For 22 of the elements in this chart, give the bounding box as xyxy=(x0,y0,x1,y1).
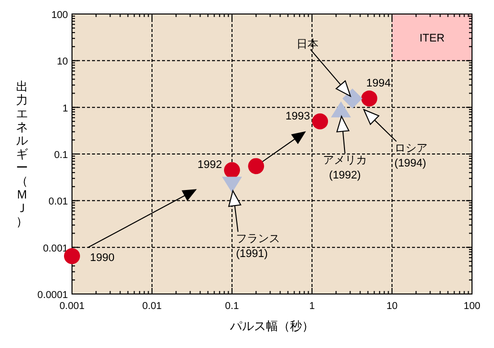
y-tick-label: 1 xyxy=(62,103,68,114)
x-tick-label: 0.1 xyxy=(225,301,240,312)
x-tick-label: 10 xyxy=(386,301,398,312)
annotation: 1990 xyxy=(90,252,114,264)
x-axis-title: パルス幅（秒） xyxy=(229,319,314,333)
annotation: フランス (1991) xyxy=(236,232,280,260)
annotation: アメリカ (1992) xyxy=(322,154,367,182)
x-tick-label: 1 xyxy=(309,301,316,312)
y-tick-label: 100 xyxy=(51,10,68,21)
x-tick-label: 0.01 xyxy=(142,301,162,312)
annotation: ITER xyxy=(419,32,445,44)
y-tick-label: 0.01 xyxy=(48,196,68,208)
y-tick-label: 0.001 xyxy=(42,243,68,254)
annotation: 1993 xyxy=(286,110,310,122)
y-tick-label: 10 xyxy=(56,56,68,68)
annotation: ロシア (1994) xyxy=(394,142,428,170)
y-tick-label: 0.1 xyxy=(54,150,68,161)
x-tick-label: 100 xyxy=(464,301,481,312)
y-tick-label: 0.0001 xyxy=(37,290,68,301)
annotation: 1994 xyxy=(366,77,391,90)
annotation: 1992 xyxy=(198,159,222,172)
text: 出力エネルギー（ＭＪ） xyxy=(16,80,28,228)
